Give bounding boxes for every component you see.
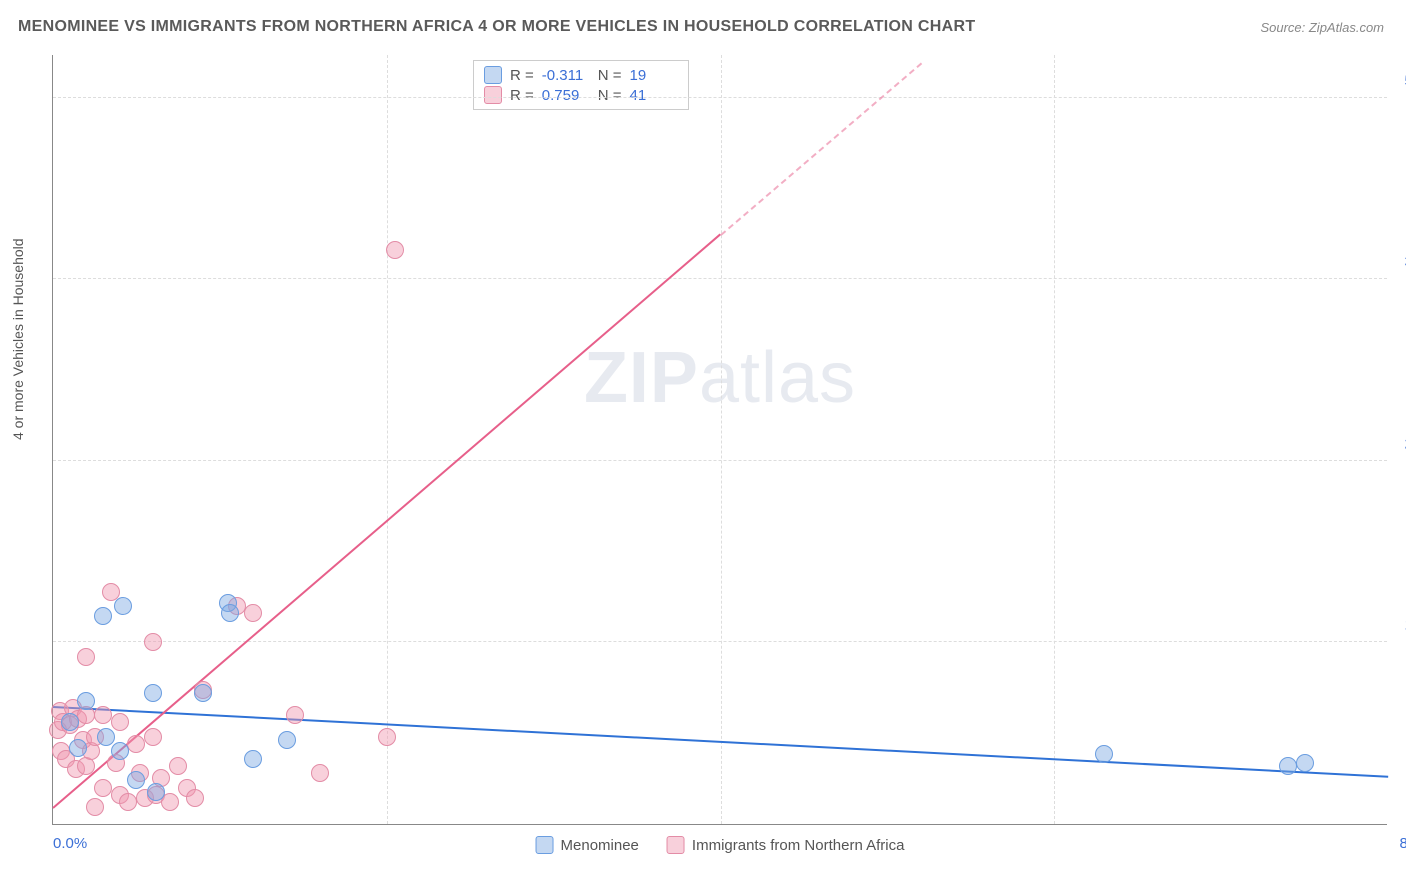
legend-r-value: -0.311 xyxy=(542,67,590,84)
data-point xyxy=(97,728,115,746)
legend-series-name: Menominee xyxy=(561,837,639,854)
data-point xyxy=(111,742,129,760)
plot-area: ZIPatlas R =-0.311N =19R =0.759N =41 Men… xyxy=(52,55,1387,825)
data-point xyxy=(311,764,329,782)
data-point xyxy=(1279,757,1297,775)
data-point xyxy=(144,684,162,702)
legend-r-label: R = xyxy=(510,87,534,104)
legend-n-label: N = xyxy=(598,87,622,104)
legend-r-label: R = xyxy=(510,67,534,84)
data-point xyxy=(244,750,262,768)
data-point xyxy=(147,783,165,801)
data-point xyxy=(127,735,145,753)
y-axis-label: 4 or more Vehicles in Household xyxy=(10,238,26,440)
data-point xyxy=(186,789,204,807)
legend-n-value: 19 xyxy=(630,67,678,84)
y-tick-label: 12.5% xyxy=(1392,617,1406,634)
data-point xyxy=(127,771,145,789)
legend-row: R = 0.759 N = 41 xyxy=(484,85,678,105)
data-point xyxy=(378,728,396,746)
legend-r-value: 0.759 xyxy=(542,87,590,104)
trend-line-dashed xyxy=(720,62,922,235)
gridline-v xyxy=(1054,55,1055,824)
legend-swatch-icon xyxy=(667,836,685,854)
x-tick-label: 80.0% xyxy=(1399,835,1406,852)
correlation-legend: R = -0.311 N = 19 R = 0.759 N = 41 xyxy=(473,60,689,110)
data-point xyxy=(77,648,95,666)
data-point xyxy=(144,728,162,746)
data-point xyxy=(119,793,137,811)
data-point xyxy=(94,706,112,724)
y-tick-label: 50.0% xyxy=(1392,72,1406,89)
y-tick-label: 37.5% xyxy=(1392,254,1406,271)
data-point xyxy=(114,597,132,615)
data-point xyxy=(94,779,112,797)
chart-title: MENOMINEE VS IMMIGRANTS FROM NORTHERN AF… xyxy=(18,18,975,36)
x-tick-label: 0.0% xyxy=(53,835,87,852)
data-point xyxy=(69,739,87,757)
legend-swatch-icon xyxy=(536,836,554,854)
legend-item: Immigrants from Northern Africa xyxy=(667,836,905,854)
legend-swatch-icon xyxy=(484,66,502,84)
source-label: Source: ZipAtlas.com xyxy=(1260,20,1384,35)
gridline-v xyxy=(721,55,722,824)
data-point xyxy=(1296,754,1314,772)
legend-series-name: Immigrants from Northern Africa xyxy=(692,837,905,854)
data-point xyxy=(111,713,129,731)
y-tick-label: 25.0% xyxy=(1392,435,1406,452)
data-point xyxy=(221,604,239,622)
data-point xyxy=(244,604,262,622)
data-point xyxy=(144,633,162,651)
legend-row: R = -0.311 N = 19 xyxy=(484,65,678,85)
watermark-atlas: atlas xyxy=(699,338,856,418)
watermark-zip: ZIP xyxy=(584,338,699,418)
data-point xyxy=(86,798,104,816)
legend-n-value: 41 xyxy=(630,87,678,104)
data-point xyxy=(169,757,187,775)
data-point xyxy=(94,607,112,625)
gridline-v xyxy=(387,55,388,824)
data-point xyxy=(278,731,296,749)
legend-item: Menominee xyxy=(536,836,639,854)
data-point xyxy=(77,692,95,710)
data-point xyxy=(194,684,212,702)
series-legend: Menominee Immigrants from Northern Africa xyxy=(536,836,905,854)
legend-n-label: N = xyxy=(598,67,622,84)
data-point xyxy=(286,706,304,724)
data-point xyxy=(61,713,79,731)
legend-swatch-icon xyxy=(484,86,502,104)
data-point xyxy=(1095,745,1113,763)
data-point xyxy=(386,241,404,259)
